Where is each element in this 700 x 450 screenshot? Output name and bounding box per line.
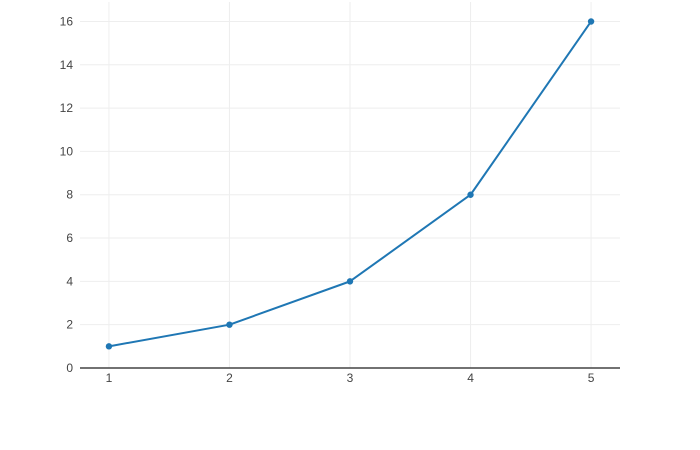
data-point-marker[interactable] [105, 343, 113, 350]
y-tick-label: 6 [66, 231, 73, 245]
y-tick-label: 10 [60, 144, 74, 158]
x-tick-label: 2 [226, 371, 233, 385]
data-point-marker[interactable] [587, 18, 595, 25]
data-point-marker[interactable] [467, 191, 474, 198]
y-tick-label: 16 [60, 14, 74, 28]
data-point-marker[interactable] [346, 278, 354, 285]
y-tick-label: 12 [60, 101, 74, 115]
data-point-marker[interactable] [226, 321, 233, 328]
y-tick-label: 4 [66, 274, 73, 288]
y-tick-label: 8 [66, 188, 73, 202]
x-tick-label: 5 [588, 371, 595, 385]
y-tick-label: 0 [66, 361, 73, 375]
x-tick-label: 4 [467, 371, 474, 385]
y-tick-label: 2 [66, 318, 73, 332]
x-tick-label: 3 [347, 371, 354, 385]
x-tick-label: 1 [106, 371, 113, 385]
y-tick-label: 14 [60, 58, 74, 72]
